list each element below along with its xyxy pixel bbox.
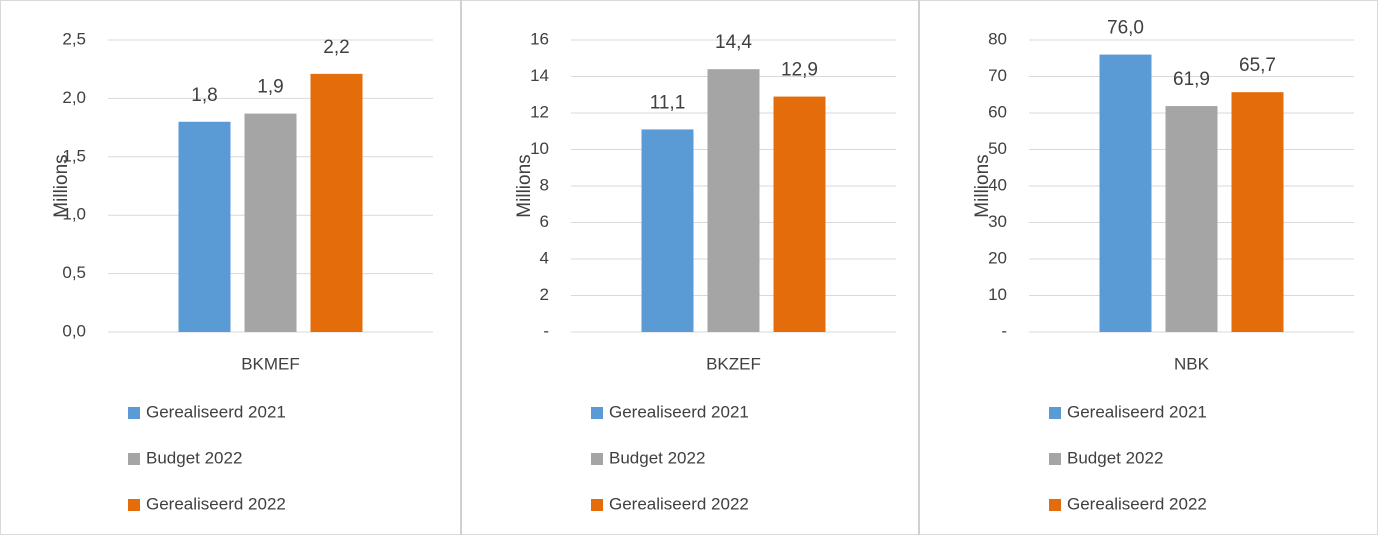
- legend-swatch: [591, 499, 603, 511]
- y-tick-label: 12: [530, 102, 549, 121]
- y-tick-label: 70: [988, 66, 1007, 85]
- legend-swatch: [128, 499, 140, 511]
- data-label: 61,9: [1173, 69, 1210, 90]
- bar: [641, 129, 694, 332]
- x-tick-label: BKMEF: [241, 354, 300, 373]
- data-label: 65,7: [1239, 55, 1276, 76]
- legend-swatch: [128, 407, 140, 419]
- data-label: 12,9: [781, 60, 818, 81]
- legend-label: Gerealiseerd 2022: [1067, 494, 1207, 513]
- y-tick-label: 60: [988, 102, 1007, 121]
- y-axis-label: Millions: [972, 154, 993, 217]
- y-tick-label: 4: [540, 248, 549, 267]
- legend-label: Gerealiseerd 2021: [146, 402, 286, 421]
- y-tick-label: 0,0: [62, 321, 86, 340]
- legend-label: Gerealiseerd 2021: [609, 402, 749, 421]
- bar: [178, 121, 231, 332]
- legend-swatch: [591, 407, 603, 419]
- data-label: 11,1: [650, 92, 686, 113]
- legend-label: Budget 2022: [1067, 448, 1163, 467]
- bar: [1231, 92, 1284, 332]
- data-label: 76,0: [1107, 18, 1144, 39]
- legend-label: Gerealiseerd 2022: [609, 494, 749, 513]
- legend-swatch: [1049, 453, 1061, 465]
- y-axis-label: Millions: [51, 154, 72, 217]
- legend-label: Budget 2022: [609, 448, 705, 467]
- y-tick-label: 8: [540, 175, 549, 194]
- y-tick-label: 1,0: [62, 205, 86, 224]
- legend-swatch: [1049, 407, 1061, 419]
- x-tick-label: NBK: [1174, 354, 1210, 373]
- y-tick-label: 6: [540, 212, 549, 231]
- y-tick-label: 10: [988, 285, 1007, 304]
- y-tick-label: 2: [540, 285, 549, 304]
- bar: [310, 73, 363, 332]
- data-label: 1,8: [191, 85, 217, 106]
- y-tick-label: 2,5: [62, 29, 86, 48]
- y-tick-label: 50: [988, 139, 1007, 158]
- y-tick-label: 14: [530, 66, 549, 85]
- y-tick-label: -: [1001, 321, 1007, 340]
- y-tick-label: 10: [530, 139, 549, 158]
- legend-label: Gerealiseerd 2021: [1067, 402, 1207, 421]
- y-tick-label: 20: [988, 248, 1007, 267]
- data-label: 14,4: [715, 32, 752, 53]
- bar: [1099, 54, 1152, 332]
- y-tick-label: 30: [988, 212, 1007, 231]
- bar: [707, 69, 760, 332]
- legend-label: Budget 2022: [146, 448, 242, 467]
- bar: [1165, 106, 1218, 332]
- bar: [773, 96, 826, 332]
- bar: [244, 113, 297, 332]
- y-tick-label: 2,0: [62, 88, 86, 107]
- data-label: 1,9: [257, 77, 283, 98]
- legend-label: Gerealiseerd 2022: [146, 494, 286, 513]
- legend-swatch: [128, 453, 140, 465]
- y-axis-label: Millions: [514, 154, 535, 217]
- y-tick-label: 0,5: [62, 263, 86, 282]
- y-tick-label: 40: [988, 175, 1007, 194]
- x-tick-label: BKZEF: [706, 354, 761, 373]
- legend-swatch: [591, 453, 603, 465]
- y-tick-label: 80: [988, 29, 1007, 48]
- legend-swatch: [1049, 499, 1061, 511]
- y-tick-label: 1,5: [62, 146, 86, 165]
- y-tick-label: -: [543, 321, 549, 340]
- y-tick-label: 16: [530, 29, 549, 48]
- data-label: 2,2: [323, 37, 349, 58]
